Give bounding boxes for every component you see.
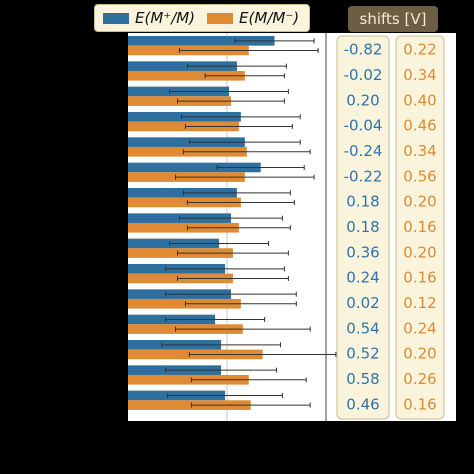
bar-series2 — [128, 222, 239, 233]
shifts-col2-labels: 0.22 0.34 0.40 0.46 0.34 0.56 0.20 0.16 0.20 0.16… — [403, 41, 436, 414]
shift-value-col2: 0.24 — [403, 319, 436, 337]
shift-value-col2: 0.26 — [403, 370, 436, 388]
bar-series1 — [128, 188, 237, 198]
bar-series2 — [128, 197, 241, 208]
shift-value-col1: 0.18 — [346, 218, 379, 236]
legend-item-series2: E(M/M⁻) — [207, 9, 299, 27]
shift-value-col1: 0.36 — [346, 243, 379, 261]
legend-swatch-series1 — [103, 12, 129, 24]
shift-value-col2: 0.34 — [403, 66, 436, 84]
error-bars-group — [161, 38, 337, 408]
shift-value-col2: 0.34 — [403, 142, 436, 160]
shift-value-col1: 0.18 — [346, 193, 379, 211]
shift-value-col1: 0.52 — [346, 345, 379, 363]
shifts-header: shifts [V] — [348, 6, 438, 32]
shift-value-col2: 0.20 — [403, 243, 436, 261]
bar-series2 — [128, 400, 251, 410]
bar-series2 — [128, 298, 241, 309]
shift-value-col2: 0.16 — [403, 395, 436, 413]
bar-series1 — [128, 137, 245, 147]
shift-value-col1: -0.04 — [344, 117, 383, 135]
bar-series1 — [128, 36, 275, 46]
shifts-col2-panel — [395, 35, 445, 420]
legend-swatch-series2 — [207, 12, 234, 24]
shifts-col1-panel — [336, 35, 390, 420]
bar-series1 — [128, 61, 237, 71]
bar-series2 — [128, 70, 245, 81]
shift-value-col1: 0.24 — [346, 269, 379, 287]
shift-value-col2: 0.20 — [403, 345, 436, 363]
shift-value-col2: 0.16 — [403, 269, 436, 287]
legend: E(M⁺/M) E(M/M⁻) — [94, 4, 310, 32]
bar-series2 — [128, 374, 249, 385]
bar-series2 — [128, 121, 239, 132]
shift-value-col1: 0.20 — [346, 91, 379, 109]
shift-value-col1: 0.46 — [346, 395, 379, 413]
bar-series1 — [128, 162, 261, 173]
shift-value-col1: -0.82 — [344, 41, 383, 59]
shift-value-col1: -0.24 — [344, 142, 383, 160]
shift-value-col1: 0.54 — [346, 319, 379, 337]
shift-value-col1: 0.02 — [346, 294, 379, 312]
shift-value-col2: 0.56 — [403, 167, 436, 185]
shift-value-col1: -0.02 — [344, 66, 383, 84]
shift-value-col1: 0.58 — [346, 370, 379, 388]
shift-value-col2: 0.22 — [403, 41, 436, 59]
shift-value-col2: 0.40 — [403, 91, 436, 109]
legend-label-series1: E(M⁺/M) — [135, 9, 196, 27]
shift-value-col2: 0.16 — [403, 218, 436, 236]
shifts-col1-labels: -0.82 -0.02 0.20 -0.04 -0.24 -0.22 0.18 0.18 0.3… — [344, 41, 383, 414]
shift-value-col2: 0.46 — [403, 117, 436, 135]
legend-label-series2: E(M/M⁻) — [239, 9, 300, 27]
shift-value-col2: 0.12 — [403, 294, 436, 312]
shift-value-col1: -0.22 — [344, 167, 383, 185]
legend-item-series1: E(M⁺/M) — [103, 9, 195, 27]
shift-value-col2: 0.20 — [403, 193, 436, 211]
